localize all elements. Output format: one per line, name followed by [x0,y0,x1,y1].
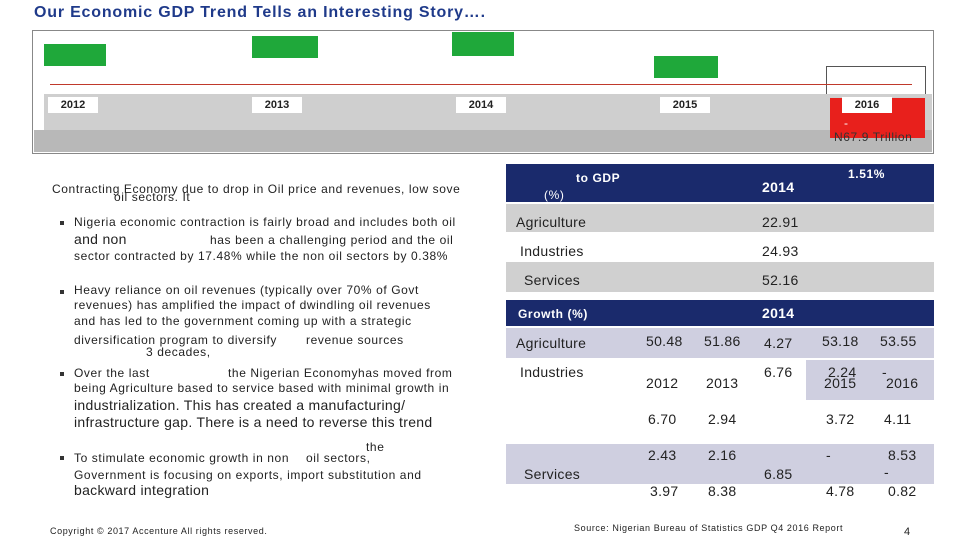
cell: 6.76 [764,364,793,380]
cell: 4.78 [826,483,855,499]
cell: - [826,447,831,463]
year: 2013 [252,97,302,113]
cell: 8.38 [708,483,737,499]
cell: Industries [520,364,584,380]
year: 2015 [660,97,710,113]
header-text: 2014 [762,179,795,195]
cell: Services [524,272,581,288]
gdp-2016: N67.9 Trillion [834,130,913,144]
text: diversification program to diversify [74,333,278,347]
text: industrialization. This has created a ma… [74,397,406,413]
text: sector contracted by 17.48% while the no… [74,249,449,263]
header-text: 1.51% [848,167,886,181]
bullet [60,372,64,376]
page-number: 4 [904,526,911,538]
cell: 2.43 [648,447,677,463]
cell: Services [524,466,581,482]
table-header [506,164,934,202]
title: Our Economic GDP Trend Tells an Interest… [34,4,486,21]
cell: 6.70 [648,411,677,427]
green-box [654,56,718,78]
cell: Agriculture [516,214,587,230]
bullet [60,221,64,225]
header-text: Growth (%) [518,307,588,321]
green-box [252,36,318,58]
row-band [506,262,934,292]
cell: 2.16 [708,447,737,463]
green-box [452,32,514,56]
text: Nigeria economic contraction is fairly b… [74,215,456,229]
cell: Industries [520,243,584,259]
cell: 52.16 [762,272,799,288]
cell: 0.82 [888,483,917,499]
cell: 53.18 [822,333,859,349]
text: Heavy reliance on oil revenues (typicall… [74,283,419,297]
bullet [60,456,64,460]
cell: - [884,464,889,480]
year: 2012 [48,97,98,113]
text: has been a challenging period and the oi… [210,233,454,247]
cell: 2016 [886,375,919,391]
cell: Agriculture [516,335,587,351]
header-text: to GDP [576,171,621,185]
text: revenues) has amplified the impact of dw… [74,298,431,312]
outline-box [826,66,926,96]
cell: 2012 [646,375,679,391]
bullet [60,290,64,294]
cell: - [882,364,887,380]
cell: 53.55 [880,333,917,349]
gray-band [34,130,932,152]
cell: 3.97 [650,483,679,499]
cell: 2015 [824,375,857,391]
green-box [44,44,106,66]
intro: Contracting Economy due to drop in Oil p… [52,182,461,196]
header-text: 2014 [762,305,795,321]
text: being Agriculture based to service based… [74,381,450,395]
cell: 51.86 [704,333,741,349]
row-band [506,444,934,484]
cell: 4.27 [764,335,793,351]
cell: 22.91 [762,214,799,230]
table-header [506,300,934,326]
text: Government is focusing on exports, impor… [74,468,422,482]
row-band [806,360,934,400]
banner [32,30,934,154]
text: infrastructure gap. There is a need to r… [74,414,433,430]
source: Source: Nigerian Bureau of Statistics GD… [574,523,844,533]
copyright: Copyright © 2017 Accenture All rights re… [50,526,268,536]
cell: 8.53 [888,447,917,463]
text: revenue sources [306,333,404,347]
text: and non [74,231,127,247]
cell: 6.85 [764,466,793,482]
cell: 2.94 [708,411,737,427]
text: and has led to the government coming up … [74,314,412,328]
year: 2014 [456,97,506,113]
text: 3 decades, [146,345,211,359]
text: To stimulate economic growth in non [74,451,290,465]
text: oil sectors, [306,451,371,465]
row-band [506,204,934,232]
text: the Nigerian Economyhas moved from [228,366,453,380]
cell: 50.48 [646,333,683,349]
intro: oil sectors. It [114,190,191,204]
cell: 2013 [706,375,739,391]
year: 2016 [842,97,892,113]
text: Over the last [74,366,150,380]
cell: 24.93 [762,243,799,259]
red-line [50,84,912,85]
dash: - [844,116,849,130]
cell: 3.72 [826,411,855,427]
row-band [506,328,934,358]
text: the [366,440,385,454]
cell: 2.24 [828,364,857,380]
cell: 4.11 [884,411,912,427]
header-text: (%) [544,188,565,202]
text: backward integration [74,482,210,498]
